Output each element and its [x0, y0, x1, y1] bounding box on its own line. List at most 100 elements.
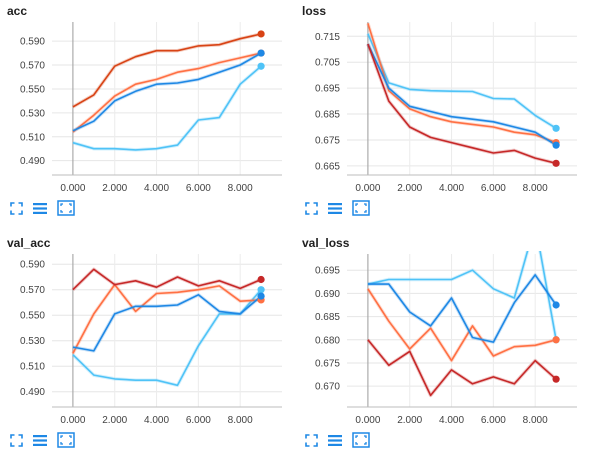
y-tick-label: 0.550	[20, 311, 45, 322]
chart-title-val-acc: val_acc	[7, 236, 51, 250]
series-line	[367, 274, 557, 343]
series-end-point	[257, 286, 265, 294]
chart-acc[interactable]: 0.590 0.570 0.550 0.530 0.510 0.490 0.000 2.000…	[0, 0, 290, 200]
series-line	[367, 43, 557, 146]
y-tick-label: 0.675	[315, 358, 340, 369]
y-tick-label: 0.590	[20, 37, 45, 48]
y-tick-label: 0.570	[20, 61, 45, 72]
y-tick-label: 0.695	[315, 84, 340, 95]
y-tick-label: 0.530	[20, 108, 45, 119]
series-end-point	[552, 124, 560, 132]
fit-domain-icon[interactable]	[352, 432, 370, 453]
y-tick-label: 0.675	[315, 135, 340, 146]
y-tick-label: 0.570	[20, 285, 45, 296]
list-lines-icon[interactable]	[327, 202, 343, 220]
x-tick-label: 2.000	[102, 183, 127, 194]
series-line	[72, 289, 262, 387]
series-line	[72, 65, 262, 151]
series-end-point	[257, 30, 265, 38]
series-line	[72, 33, 262, 108]
y-tick-label: 0.690	[315, 289, 340, 300]
series-end-point	[257, 49, 265, 57]
x-tick-label: 2.000	[397, 415, 422, 426]
x-tick-label: 8.000	[228, 415, 253, 426]
series-line	[367, 288, 557, 362]
chart-toolbar-loss	[305, 200, 370, 221]
chart-title-acc: acc	[7, 4, 28, 18]
chart-toolbar-val-loss	[305, 432, 370, 453]
list-lines-icon[interactable]	[327, 434, 343, 452]
series-line	[367, 43, 557, 165]
x-tick-label: 4.000	[144, 183, 169, 194]
list-lines-icon[interactable]	[32, 202, 48, 220]
x-tick-label: 6.000	[481, 415, 506, 426]
chart-title-val-loss: val_loss	[302, 236, 350, 250]
chart-panel-acc: acc 0.590 0.570 0.550 0.530 0.510 0.490 0.000 2…	[0, 0, 290, 227]
list-lines-icon[interactable]	[32, 434, 48, 452]
x-tick-label: 4.000	[439, 183, 464, 194]
x-tick-label: 4.000	[144, 415, 169, 426]
series-line	[72, 52, 262, 132]
fullscreen-expand-icon[interactable]	[305, 201, 318, 220]
series-line	[72, 52, 262, 133]
series-end-point	[552, 159, 560, 167]
y-tick-label: 0.705	[315, 58, 340, 69]
y-tick-label: 0.685	[315, 110, 340, 121]
series-end-point	[552, 375, 560, 383]
series-line	[367, 23, 557, 144]
y-tick-label: 0.490	[20, 156, 45, 167]
y-tick-label: 0.510	[20, 362, 45, 373]
y-tick-label: 0.670	[315, 382, 340, 393]
chart-title-loss: loss	[302, 4, 327, 18]
fit-domain-icon[interactable]	[57, 200, 75, 221]
series-line	[367, 251, 557, 340]
x-tick-label: 6.000	[186, 415, 211, 426]
series-end-point	[257, 275, 265, 284]
x-tick-label: 2.000	[397, 183, 422, 194]
y-tick-label: 0.685	[315, 312, 340, 323]
chart-panel-val-loss: val_loss 0.695 0.690 0.685 0.680 0.675 0.670 0…	[295, 232, 585, 459]
chart-panel-val-acc: val_acc 0.590 0.570 0.550 0.530 0.510 0.490 0.…	[0, 232, 290, 459]
chart-val-loss[interactable]: 0.695 0.690 0.685 0.680 0.675 0.670 0.000 2.000…	[295, 232, 585, 432]
x-tick-label: 0.000	[355, 183, 380, 194]
x-tick-label: 8.000	[228, 183, 253, 194]
series-line	[367, 339, 557, 397]
chart-val-acc[interactable]: 0.590 0.570 0.550 0.530 0.510 0.490 0.000 2.000…	[0, 232, 290, 432]
chart-toolbar-val-acc	[10, 432, 75, 453]
series-end-point	[552, 336, 560, 344]
series-end-point	[552, 141, 560, 149]
series-raw-trace	[366, 22, 557, 145]
x-tick-label: 2.000	[102, 415, 127, 426]
chart-loss[interactable]: 0.715 0.705 0.695 0.685 0.675 0.665 0.000 2.000…	[295, 0, 585, 200]
series-end-point	[257, 62, 265, 70]
fit-domain-icon[interactable]	[352, 200, 370, 221]
series-line	[72, 283, 262, 354]
fullscreen-expand-icon[interactable]	[10, 201, 23, 220]
y-tick-label: 0.695	[315, 266, 340, 277]
x-tick-label: 0.000	[60, 415, 85, 426]
y-tick-label: 0.510	[20, 132, 45, 143]
series-line	[72, 268, 262, 291]
series-raw-trace	[366, 287, 557, 363]
series-line	[72, 293, 262, 352]
y-tick-label: 0.680	[315, 335, 340, 346]
series-raw-trace	[71, 267, 262, 291]
x-tick-label: 6.000	[481, 183, 506, 194]
y-tick-label: 0.715	[315, 32, 340, 43]
series-line	[367, 33, 557, 129]
y-tick-label: 0.590	[20, 260, 45, 271]
x-tick-label: 8.000	[523, 415, 548, 426]
fullscreen-expand-icon[interactable]	[305, 433, 318, 452]
chart-toolbar-acc	[10, 200, 75, 221]
x-tick-label: 4.000	[439, 415, 464, 426]
y-tick-label: 0.490	[20, 387, 45, 398]
y-tick-label: 0.530	[20, 336, 45, 347]
x-tick-label: 0.000	[60, 183, 85, 194]
y-tick-label: 0.665	[315, 161, 340, 172]
fit-domain-icon[interactable]	[57, 432, 75, 453]
x-tick-label: 6.000	[186, 183, 211, 194]
chart-panel-loss: loss 0.715 0.705 0.695 0.685 0.675 0.665 0.000…	[295, 0, 585, 227]
x-tick-label: 8.000	[523, 183, 548, 194]
fullscreen-expand-icon[interactable]	[10, 433, 23, 452]
series-end-point	[257, 292, 265, 300]
